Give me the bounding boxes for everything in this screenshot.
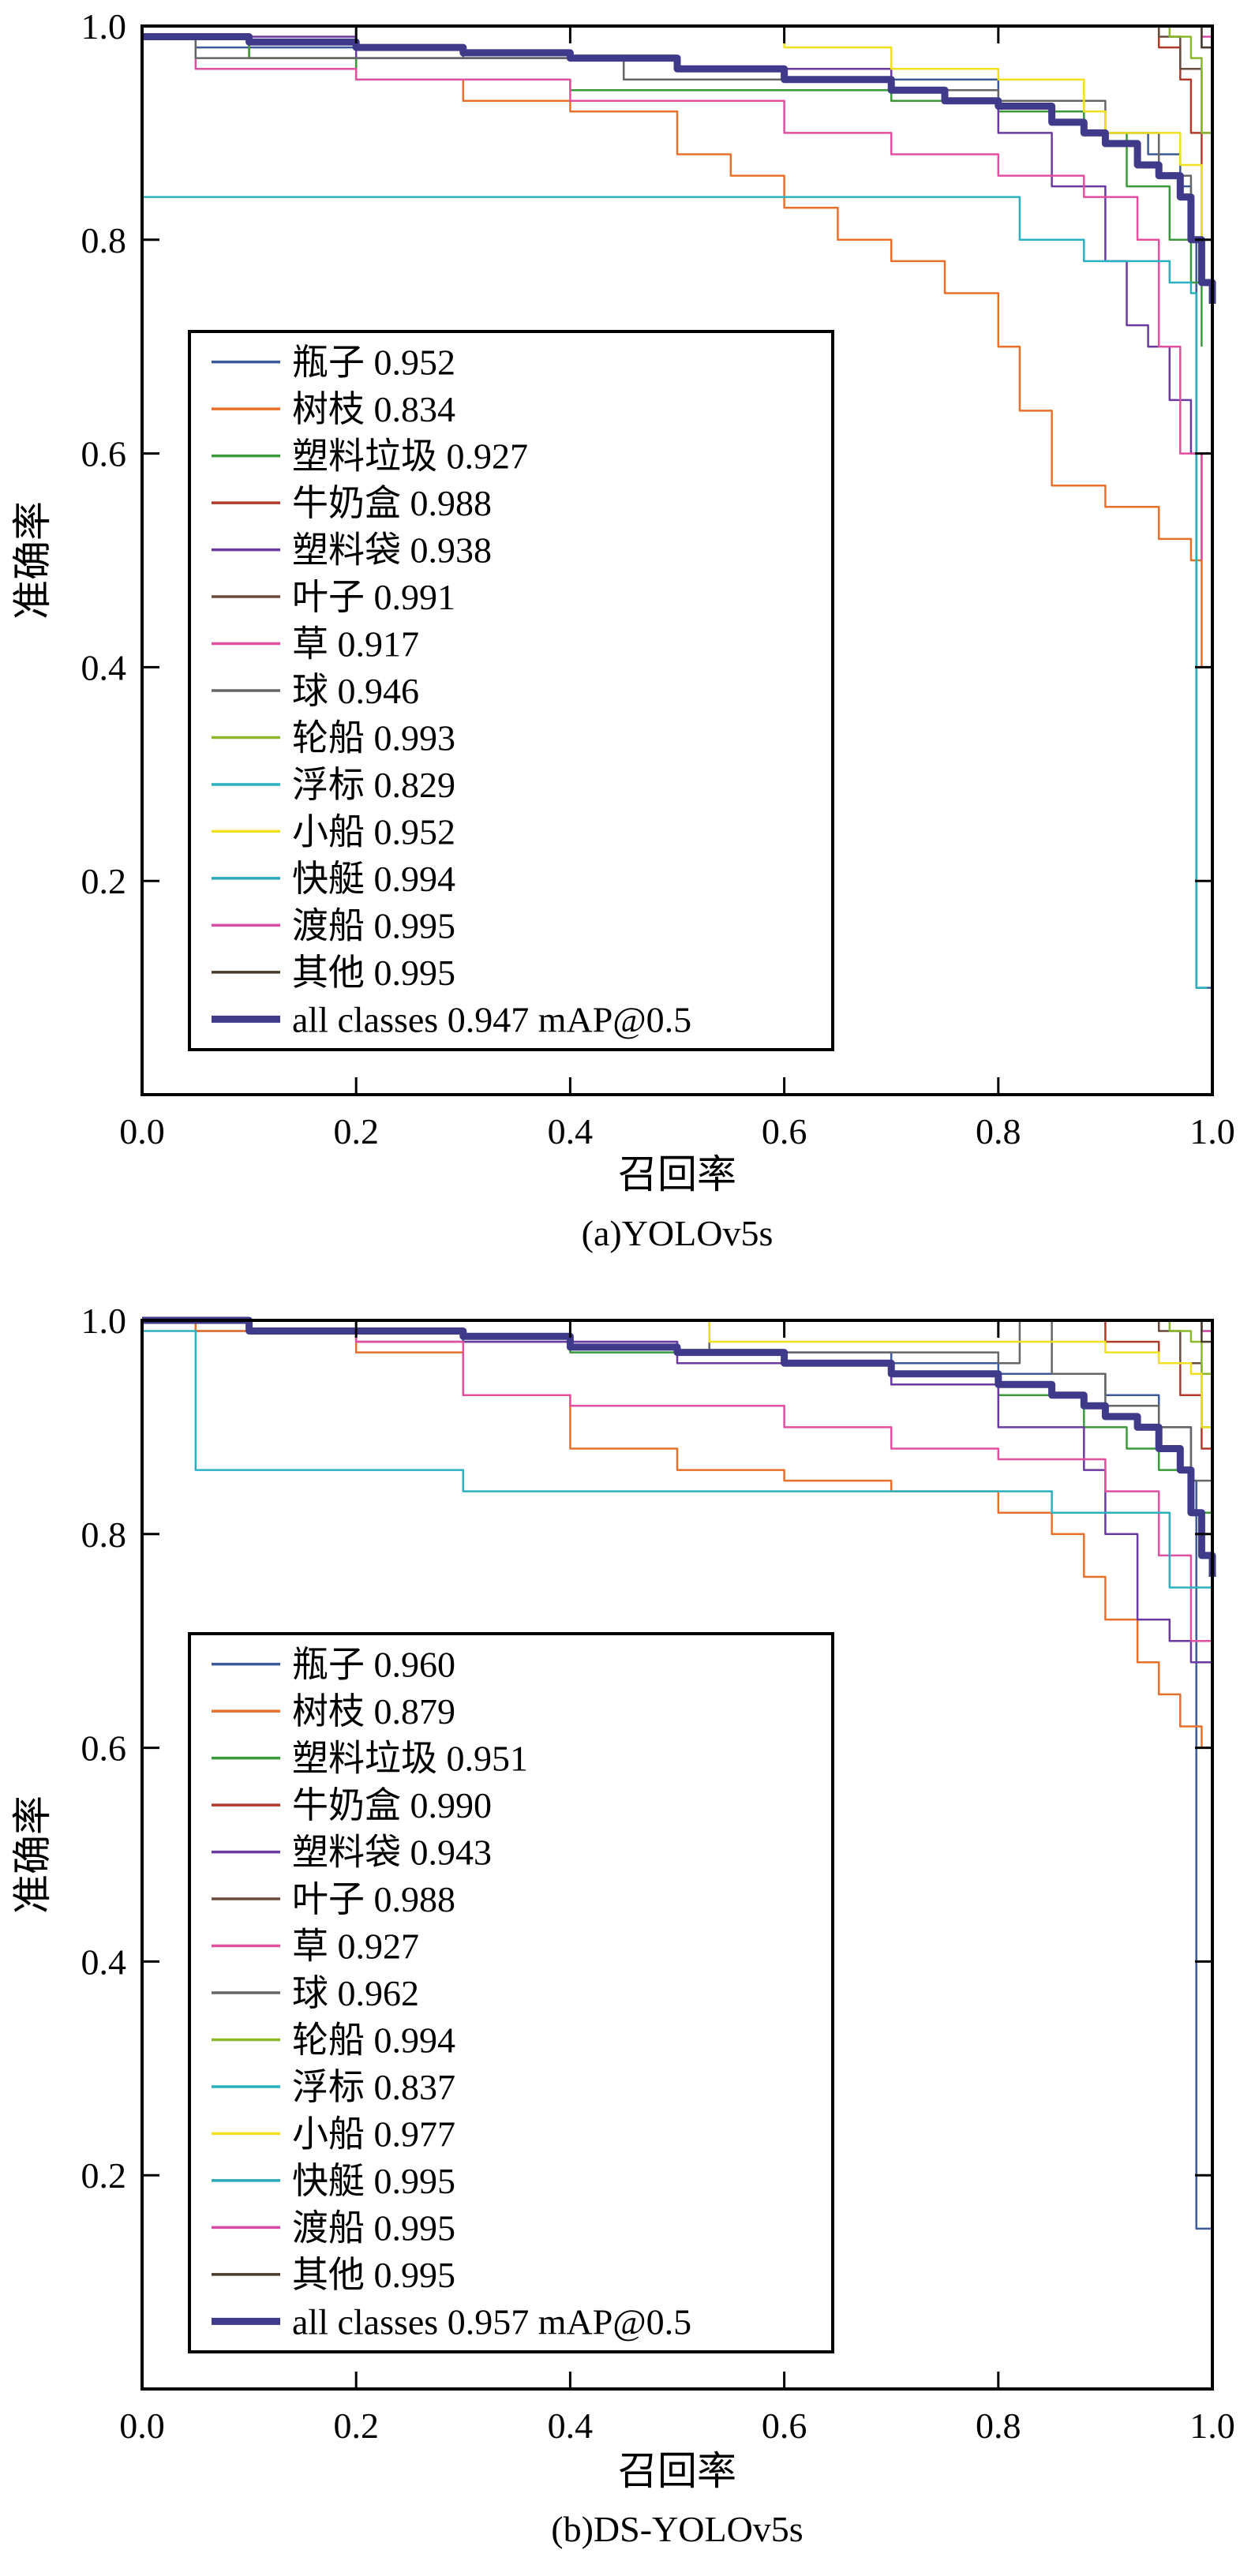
series-line-2 <box>142 36 1203 347</box>
legend-entry: 其他 0.995 <box>292 2255 455 2295</box>
x-tick-label: 1.0 <box>1189 1111 1235 1151</box>
legend-entry: 瓶子 0.960 <box>292 1645 455 1685</box>
series-line-14 <box>142 33 1216 304</box>
legend-box <box>188 1632 834 2353</box>
y-tick-label: 0.4 <box>81 1941 127 1982</box>
chart-panel-b: 0.0 0.2 0.4 0.6 0.8 1.0 0.2 0.4 0.6 0.8 1.0 召回率 准确率 (… <box>9 1301 1235 2549</box>
axes-frame <box>140 24 1214 1096</box>
y-axis-label: 准确率 <box>9 501 55 620</box>
y-tick-label: 0.2 <box>81 861 127 901</box>
chart-panel-a: 0.0 0.2 0.4 0.6 0.8 1.0 0.2 0.4 0.6 0.8 1.0 召回率 准确率 (… <box>9 6 1235 1253</box>
legend-entry: 草 0.917 <box>292 624 419 665</box>
y-tick-label: 1.0 <box>81 6 127 47</box>
x-tick-label: 0.0 <box>119 1111 165 1151</box>
legend-entry: 树枝 0.834 <box>292 389 455 429</box>
series-group <box>142 1316 1216 2336</box>
x-tick-label: 0.2 <box>333 2406 379 2446</box>
legend-entry: 浮标 0.829 <box>292 765 455 805</box>
series-line-10 <box>142 24 1214 294</box>
legend-entry: 渡船 0.995 <box>292 905 455 945</box>
legend-entry: 塑料垃圾 0.951 <box>292 1739 528 1779</box>
x-tick-label: 1.0 <box>1189 2406 1235 2446</box>
series-line-9 <box>142 1330 1214 1609</box>
series-line-14 <box>142 1316 1216 1577</box>
y-tick-label: 0.2 <box>81 2155 127 2196</box>
legend-entry: 塑料袋 0.943 <box>292 1833 492 1873</box>
y-tick-label: 0.6 <box>81 1728 127 1769</box>
legend-entry: 轮船 0.993 <box>292 717 455 758</box>
series-line-10 <box>142 1319 1214 1534</box>
x-tick-label: 0.8 <box>976 2406 1021 2446</box>
y-tick-label: 0.8 <box>81 220 127 260</box>
legend-entry: 牛奶盒 0.988 <box>292 483 492 523</box>
legend-entry: 叶子 0.988 <box>292 1879 455 1919</box>
axes-frame <box>140 1319 1214 2391</box>
x-axis-label: 召回率 <box>618 1151 736 1197</box>
legend-entry: 塑料垃圾 0.927 <box>292 436 528 477</box>
x-axis-label: 召回率 <box>618 2448 736 2494</box>
series-line-9 <box>142 196 1208 989</box>
x-tick-label: 0.6 <box>762 1111 807 1151</box>
legend-entry: 球 0.946 <box>292 671 419 711</box>
legend-entry: 小船 0.977 <box>292 2114 455 2154</box>
legend: 瓶子 0.960 树枝 0.879 塑料垃圾 0.951 牛奶盒 0.990 塑料袋 0… <box>188 1632 834 2353</box>
y-tick-label: 0.4 <box>81 647 127 687</box>
legend-entry: 轮船 0.994 <box>292 2020 455 2060</box>
x-tick-label: 0.0 <box>119 2406 165 2446</box>
legend-entry: 快艇 0.995 <box>292 2161 455 2201</box>
legend-entry: 快艇 0.994 <box>292 859 455 899</box>
legend-entry: 渡船 0.995 <box>292 2207 455 2248</box>
legend-entry: all classes 0.947 mAP@0.5 <box>292 999 691 1039</box>
y-tick-label: 1.0 <box>81 1301 127 1341</box>
legend-entry: 球 0.962 <box>292 1973 419 2013</box>
y-tick-label: 0.6 <box>81 434 127 474</box>
legend-box <box>188 330 834 1051</box>
x-tick-label: 0.6 <box>762 2406 807 2446</box>
x-tick-label: 0.4 <box>548 1111 594 1151</box>
legend-entry: all classes 0.957 mAP@0.5 <box>292 2301 691 2342</box>
series-line-6 <box>142 36 1203 560</box>
y-axis-label: 准确率 <box>9 1795 55 1914</box>
legend-entry: 其他 0.995 <box>292 953 455 993</box>
x-tick-label: 0.8 <box>976 1111 1021 1151</box>
y-tick-label: 0.8 <box>81 1515 127 1555</box>
x-tick-label: 0.2 <box>333 1111 379 1151</box>
legend-entry: 瓶子 0.952 <box>292 343 455 383</box>
series-line-1 <box>142 36 1203 668</box>
series-line-6 <box>142 1319 1214 1694</box>
legend-entry: 小船 0.952 <box>292 811 455 852</box>
legend-entry: 塑料袋 0.938 <box>292 530 492 571</box>
figure-caption: (a)YOLOv5s <box>582 1213 774 1253</box>
legend-entry: 草 0.927 <box>292 1926 419 1967</box>
x-tick-label: 0.4 <box>548 2406 594 2446</box>
legend-entry: 浮标 0.837 <box>292 2067 455 2107</box>
legend-entry: 树枝 0.879 <box>292 1691 455 1732</box>
legend: 瓶子 0.952 树枝 0.834 塑料垃圾 0.927 牛奶盒 0.988 塑料袋 0… <box>188 330 834 1051</box>
figure-caption: (b)DS-YOLOv5s <box>551 2509 803 2549</box>
legend-entry: 叶子 0.991 <box>292 577 455 617</box>
legend-entry: 牛奶盒 0.990 <box>292 1785 492 1825</box>
